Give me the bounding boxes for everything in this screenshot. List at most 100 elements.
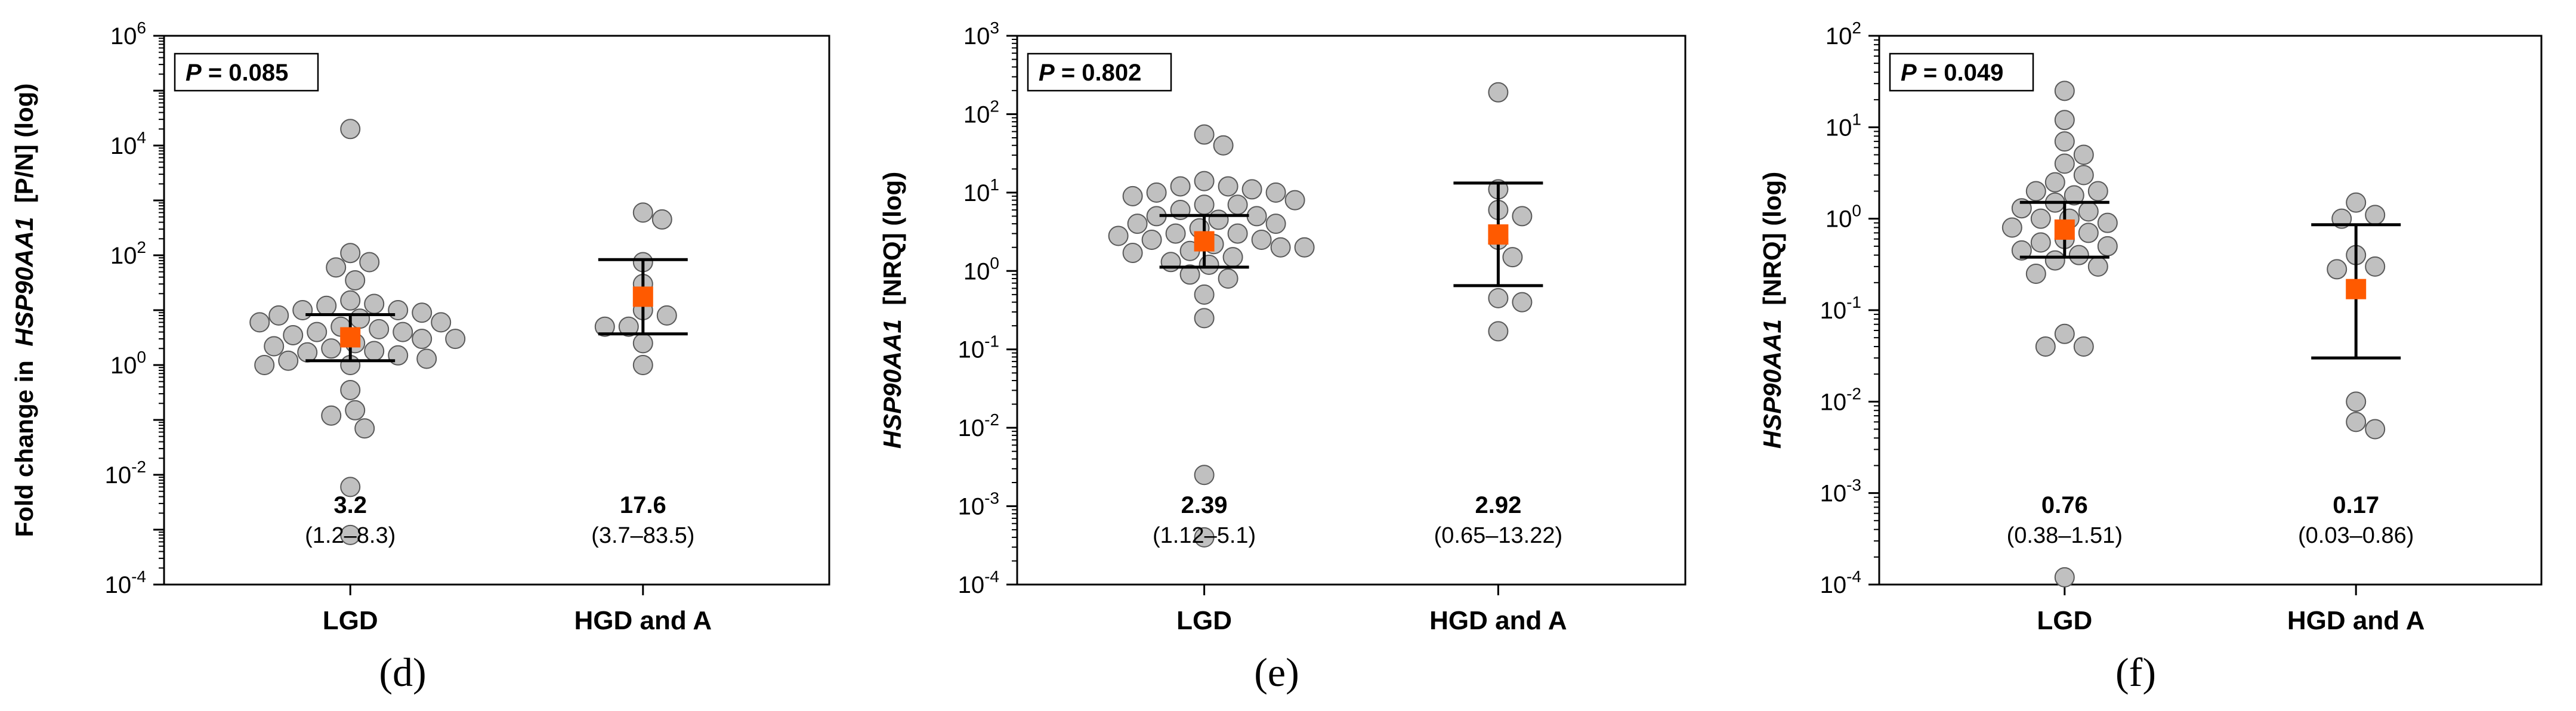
group-0: 3.2 (1.2–8.3) [249,119,466,548]
data-point [1199,254,1219,275]
panels: 10-4 10-2 100 102 104 106 LGD HGD and A Fold cha… [10,18,2543,695]
data-point [321,338,342,359]
data-point [1208,209,1229,230]
data-point [2054,567,2075,588]
data-point [2346,391,2367,412]
y-tick-label: 102 [1826,18,1861,50]
data-point [2073,165,2094,186]
median-marker [340,327,361,348]
data-point [1284,190,1305,211]
data-point [283,324,304,345]
x-tick-label: HGD and A [574,606,712,635]
plot-frame [163,35,830,586]
data-point [1194,284,1215,305]
data-point [1227,223,1248,244]
data-point [364,341,385,361]
data-point [1165,223,1186,244]
y-axis-label: Fold change in HSP90AA1 [P/N] (log) [10,84,38,537]
data-point [656,305,677,326]
data-point [2087,181,2108,202]
data-point [2011,240,2032,261]
y-tick-label: 102 [110,238,146,269]
data-point [340,379,361,400]
p-value-box: P = 0.085 [174,52,319,92]
panel-2: 10-4 10-3 10-2 10-1 100 101 102 LGD HGD and A HSP… [1758,18,2543,695]
data-point [2044,250,2065,271]
data-point [292,300,313,320]
data-point [2073,144,2094,165]
p-value-frame [1027,52,1172,92]
p-value-text: P = 0.802 [1039,60,1141,86]
y-tick-label: 10-1 [958,332,999,363]
y-axis-label: HSP90AA1 [NRQ] (log) [1758,172,1786,449]
y-tick-label: 104 [110,128,146,159]
panel-1: 10-4 10-3 10-2 10-1 100 101 102 103 LGD HGD and A… [878,18,1687,695]
data-point [1170,176,1191,197]
x-tick-label: LGD [2037,606,2092,635]
data-point [2030,232,2051,253]
data-point [1294,237,1315,258]
p-value-box: P = 0.802 [1027,52,1172,92]
data-point [2078,201,2099,222]
data-point [1251,229,1272,250]
y-tick-label: 10-2 [105,457,146,489]
data-point [651,209,672,230]
ci-label: (1.12–5.1) [1153,523,1256,548]
data-point [2054,81,2075,101]
data-point [359,252,380,273]
median-label: 0.17 [2333,492,2379,518]
data-point [1146,182,1167,203]
data-point [278,350,299,371]
data-point [2078,222,2099,243]
data-point [2054,110,2075,131]
data-point [345,400,366,421]
data-point [321,405,342,426]
panel-letter: (f) [2115,650,2156,695]
data-point [2054,323,2075,344]
data-point [1265,214,1286,234]
data-point [1194,465,1215,486]
data-point [632,355,653,375]
data-point [2327,259,2348,280]
data-point [354,418,375,439]
data-point [2025,263,2046,284]
y-tick-label: 10-3 [958,489,999,520]
data-point [1488,321,1509,342]
data-point [1241,179,1262,200]
data-point [2365,256,2386,277]
group-0: 2.39 (1.12–5.1) [1108,124,1315,548]
data-point [1179,264,1200,285]
data-point [1160,252,1181,273]
y-tick-label: 102 [963,97,999,128]
data-point [326,257,347,278]
group-1: 2.92 (0.65–13.22) [1434,82,1562,548]
median-label: 2.92 [1475,492,1521,518]
data-point [264,336,285,357]
y-tick-label: 100 [963,254,999,285]
data-point [1488,288,1509,308]
data-point [2365,205,2386,225]
y-axis-label: HSP90AA1 [NRQ] (log) [878,172,906,449]
data-point [632,202,653,223]
median-label: 0.76 [2041,492,2088,518]
data-point [254,355,275,375]
plot-frame [1878,35,2543,586]
data-point [2002,217,2022,238]
y-tick-label: 10-1 [1820,293,1861,324]
p-value-box: P = 0.049 [1889,52,2034,92]
data-point [445,329,466,350]
median-label: 17.6 [620,492,666,518]
y-tick-label: 10-4 [958,567,999,598]
median-marker [2054,219,2075,240]
x-tick-label: LGD [1176,606,1232,635]
data-point [412,302,433,323]
data-point [2064,185,2084,206]
data-point [2044,172,2065,193]
data-point [1218,176,1238,197]
y-tick-label: 10-2 [1820,384,1861,415]
data-point [350,308,370,329]
data-point [416,348,437,369]
data-point [2073,336,2094,357]
data-point [307,322,328,342]
